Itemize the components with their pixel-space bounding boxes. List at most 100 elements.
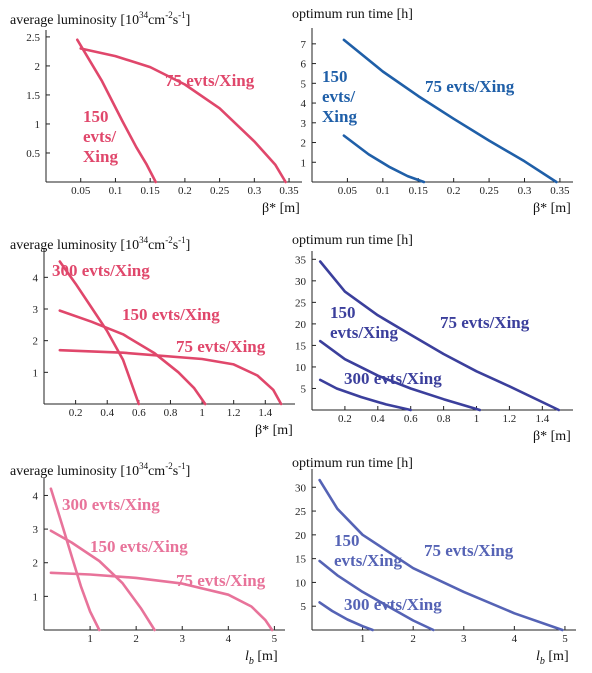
y-tick-label: 2 (33, 336, 39, 348)
x-tick-label: 0.3 (247, 185, 261, 197)
x-tick-label: 0.05 (71, 185, 91, 197)
series-label: 300 evts/Xing (344, 595, 442, 614)
x-axis-label: β* [m] (533, 429, 571, 444)
y-tick-label: 10 (295, 362, 307, 374)
x-tick-label: 0.2 (69, 407, 83, 419)
series-label: 150 evts/Xing (90, 537, 188, 556)
x-tick-label: 4 (512, 633, 518, 645)
y-tick-label: 20 (295, 319, 307, 331)
x-tick-label: 0.2 (447, 185, 461, 197)
x-tick-label: 1.4 (258, 407, 272, 419)
x-axis-label: lb [m] (536, 649, 569, 667)
series-line (49, 529, 156, 632)
y-tick-label: 25 (295, 297, 307, 309)
series-line (318, 378, 412, 412)
series-line (58, 260, 141, 406)
x-tick-label: 0.6 (132, 407, 146, 419)
y-tick-label: 3 (33, 524, 39, 536)
y-tick-label: 5 (301, 601, 307, 613)
panel-title: average luminosity [1034cm-2s-1] (10, 461, 190, 479)
y-tick-label: 5 (301, 383, 307, 395)
series-label: 150 evts/Xing (122, 305, 220, 324)
x-tick-label: 0.8 (437, 413, 451, 425)
y-tick-label: 4 (301, 98, 307, 110)
series-label: 300 evts/Xing (62, 495, 160, 514)
y-tick-label: 3 (33, 304, 39, 316)
series-line (318, 260, 561, 412)
series-label: 300 evts/Xing (344, 369, 442, 388)
series-label: 75 evts/Xing (425, 77, 515, 96)
series-line (318, 559, 435, 632)
x-tick-label: 0.1 (376, 185, 390, 197)
panel-p5: 1 2 3 4 5 1 2 3 4 average luminosity [1034cm-2s-1… (10, 461, 285, 667)
y-tick-label: 1 (301, 157, 307, 169)
series-label: 300 evts/Xing (52, 261, 150, 280)
y-tick-label: 1 (35, 119, 41, 131)
series-line (49, 487, 101, 632)
series-line (342, 38, 558, 184)
x-tick-label: 0.8 (164, 407, 178, 419)
x-tick-label: 1 (87, 633, 93, 645)
y-tick-label: 2 (35, 61, 41, 73)
x-tick-label: 0.3 (518, 185, 532, 197)
x-tick-label: 0.2 (178, 185, 192, 197)
x-tick-label: 5 (272, 633, 278, 645)
y-tick-label: 3 (301, 118, 307, 130)
x-tick-label: 2 (410, 633, 416, 645)
series-label: 75 evts/Xing (176, 337, 266, 356)
series-label: 75 evts/Xing (176, 571, 266, 590)
x-tick-label: 1 (360, 633, 366, 645)
x-tick-label: 0.15 (141, 185, 161, 197)
x-tick-label: 4 (226, 633, 232, 645)
y-tick-label: 15 (295, 340, 307, 352)
x-tick-label: 5 (562, 633, 568, 645)
panel-title: average luminosity [1034cm-2s-1] (10, 235, 190, 253)
panel-title: optimum run time [h] (292, 7, 413, 22)
panel-p1: 0.05 0.1 0.15 0.2 0.25 0.3 0.35 0.5 1 1.5 2 2.5 aver… (10, 10, 302, 216)
x-tick-label: 1.2 (503, 413, 517, 425)
x-tick-label: 0.25 (479, 185, 499, 197)
series-label: Xing (322, 107, 357, 126)
y-tick-label: 7 (301, 39, 307, 51)
x-axis-label: β* [m] (533, 201, 571, 216)
x-tick-label: 0.05 (338, 185, 358, 197)
x-tick-label: 1.4 (535, 413, 549, 425)
series-line (342, 134, 426, 184)
y-tick-label: 2 (33, 558, 39, 570)
y-tick-label: 25 (295, 506, 307, 518)
series-label: 150 (330, 303, 356, 322)
panel-p3: 0.2 0.4 0.6 0.8 1 1.2 1.4 1 2 3 4 average luminosit… (10, 235, 295, 438)
x-tick-label: 0.1 (109, 185, 123, 197)
y-tick-label: 0.5 (26, 148, 40, 160)
x-tick-label: 0.4 (100, 407, 114, 419)
y-tick-label: 5 (301, 78, 307, 90)
series-label: evts/Xing (330, 323, 399, 342)
y-tick-label: 30 (295, 482, 307, 494)
x-axis-label: β* [m] (255, 423, 293, 438)
y-tick-label: 4 (33, 272, 39, 284)
x-tick-label: 0.35 (279, 185, 299, 197)
panel-title: optimum run time [h] (292, 233, 413, 248)
x-tick-label: 3 (461, 633, 467, 645)
y-tick-label: 2 (301, 138, 307, 150)
y-tick-label: 35 (295, 254, 307, 266)
y-tick-label: 1.5 (26, 90, 40, 102)
y-tick-label: 1 (33, 367, 39, 379)
x-axis-label: β* [m] (262, 201, 300, 216)
x-tick-label: 0.2 (338, 413, 352, 425)
series-line (58, 309, 207, 406)
series-line (58, 348, 283, 406)
panel-title: average luminosity [1034cm-2s-1] (10, 10, 190, 28)
series-line (318, 478, 564, 632)
series-label: Xing (83, 147, 118, 166)
x-tick-label: 0.4 (371, 413, 385, 425)
y-tick-label: 30 (295, 276, 307, 288)
x-axis-label: lb [m] (245, 649, 278, 667)
x-tick-label: 1.2 (227, 407, 241, 419)
series-line (76, 38, 157, 184)
series-line (49, 571, 274, 632)
x-tick-label: 0.6 (404, 413, 418, 425)
series-label: 150 (334, 531, 360, 550)
y-tick-label: 20 (295, 530, 307, 542)
panel-p2: 0.05 0.1 0.15 0.2 0.25 0.3 0.35 1 2 3 4 5 6 7 optimum … (292, 7, 573, 216)
